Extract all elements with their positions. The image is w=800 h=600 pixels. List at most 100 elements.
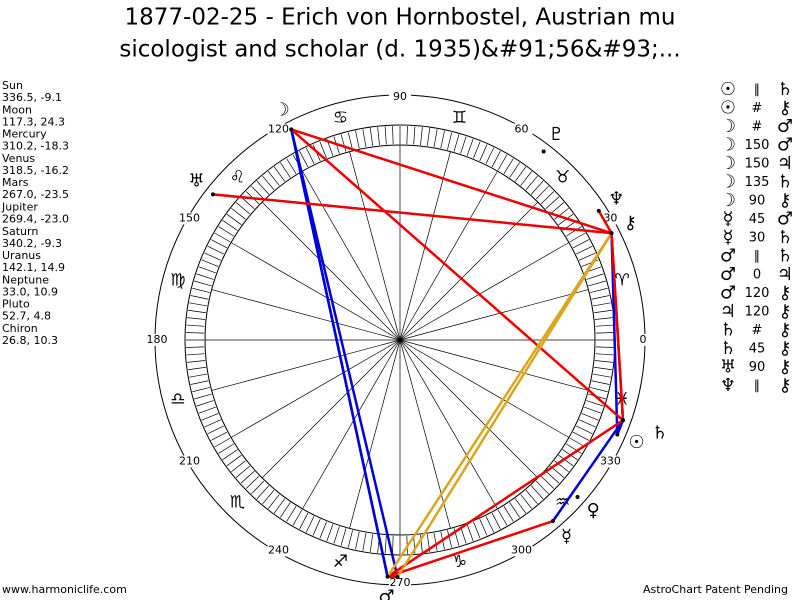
ring-tick — [312, 518, 321, 536]
aspect-planet: ♂ — [777, 116, 793, 137]
ring-tick — [554, 460, 569, 473]
ring-tick — [545, 196, 560, 210]
degree-label: 60 — [515, 123, 529, 136]
ring-tick — [222, 220, 238, 231]
ring-tick — [340, 528, 347, 546]
aspect-line — [387, 519, 554, 578]
spoke — [230, 339, 401, 438]
aspect-planet: ♄ — [777, 79, 793, 100]
aspect-line — [597, 210, 613, 234]
ring-tick — [226, 213, 242, 226]
ring-tick — [545, 470, 560, 484]
ring-tick — [192, 287, 210, 293]
ring-tick — [503, 158, 514, 174]
aspect-planet: ⚷ — [778, 98, 791, 119]
ring-tick — [355, 130, 360, 149]
planet-point — [575, 495, 580, 500]
ring-tick — [280, 162, 291, 178]
degree-label: 90 — [393, 90, 407, 103]
spoke — [302, 339, 401, 510]
ring-tick — [535, 480, 549, 495]
ring-tick — [273, 498, 286, 514]
aspect-type: 120 — [745, 286, 770, 301]
sign-bg — [449, 107, 470, 128]
planet-glyph: ♅ — [188, 171, 204, 192]
spoke — [399, 242, 570, 341]
ring-tick — [235, 202, 251, 215]
ring-tick — [453, 134, 460, 152]
aspect-type: ∥ — [754, 83, 761, 98]
ring-tick — [591, 380, 610, 385]
degree-label: 330 — [600, 455, 621, 468]
ring-tick — [299, 512, 309, 530]
ring-tick — [566, 226, 582, 237]
planet-glyph: ♀ — [587, 500, 600, 521]
ring-tick — [204, 252, 222, 261]
ring-tick — [576, 425, 593, 435]
degree-label-bg — [599, 455, 622, 468]
ring-tick — [566, 443, 582, 454]
spoke — [230, 242, 401, 341]
degree-label: 270 — [390, 576, 411, 589]
aspect-planet: ⚷ — [778, 190, 791, 211]
ring-tick — [479, 144, 488, 162]
ring-tick — [251, 185, 265, 200]
ring-tick — [240, 470, 255, 484]
ring-tick — [273, 166, 286, 182]
ring-tick — [569, 232, 586, 243]
planet-point — [289, 127, 294, 132]
ring-tick — [214, 232, 231, 243]
zodiac-sign: ♒ — [555, 493, 570, 513]
ring-tick — [413, 126, 416, 145]
planet-point — [541, 149, 546, 154]
ring-tick — [525, 175, 538, 191]
ring-tick — [210, 431, 228, 441]
ring-tick — [280, 502, 291, 518]
degree-label: 150 — [179, 212, 200, 225]
degree-label-bg — [389, 577, 411, 589]
ring-tick — [549, 202, 565, 215]
zodiac-sign: ♎ — [170, 390, 185, 410]
aspect-planet: ♅ — [720, 357, 736, 378]
ring-tick — [218, 226, 234, 237]
planet-glyph: ♆ — [608, 188, 624, 209]
aspect-type: 30 — [749, 231, 766, 246]
planet-point — [620, 418, 625, 423]
planet-coords: 318.5, -16.2 — [2, 164, 69, 177]
ring-tick — [535, 185, 549, 200]
planet-coords: 269.4, -23.0 — [2, 213, 69, 226]
ring-tick — [326, 524, 334, 542]
ring-tick — [447, 530, 453, 548]
ring-tick — [578, 252, 596, 261]
planet-point — [609, 231, 614, 236]
ring-tick — [267, 171, 280, 186]
aspect-planet: ♂ — [777, 209, 793, 230]
spoke — [302, 170, 401, 341]
aspect-type: 120 — [745, 305, 770, 320]
ring-tick — [420, 127, 423, 146]
ring-tick — [190, 295, 209, 300]
ring-tick — [586, 273, 604, 280]
ring-tick — [466, 138, 474, 156]
spoke — [261, 201, 401, 341]
planet-name: Venus — [2, 152, 35, 165]
planet-point — [615, 432, 620, 437]
ring-tick — [187, 360, 206, 363]
ring-tick — [210, 239, 228, 249]
aspect-line — [290, 129, 389, 577]
ring-tick — [347, 530, 353, 548]
ring-tick — [554, 207, 569, 220]
aspect-planet: ☉ — [720, 79, 736, 100]
ring-tick — [473, 141, 481, 159]
planet-name: Pluto — [2, 298, 30, 311]
aspect-type: 0 — [753, 268, 761, 283]
spoke — [211, 289, 401, 341]
spoke — [399, 201, 539, 341]
ring-tick — [491, 512, 501, 530]
degree-label: 180 — [147, 333, 168, 346]
footer-left: www.harmoniclife.com — [2, 583, 127, 596]
zodiac-sign: ♐ — [333, 552, 348, 572]
ring-tick — [440, 130, 445, 149]
ring-tick — [187, 317, 206, 320]
ring-tick — [466, 524, 474, 542]
